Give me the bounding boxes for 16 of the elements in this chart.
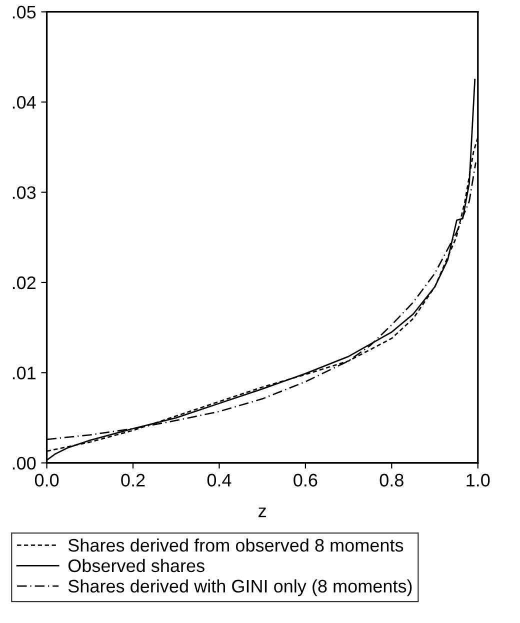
legend-label: Shares derived from observed 8 moments (68, 538, 404, 552)
y-tick-label: .05 (12, 6, 36, 19)
x-tick-label: 0.8 (380, 474, 404, 487)
y-tick-label: .01 (12, 366, 36, 380)
y-tick-label: .03 (12, 186, 36, 199)
x-tick-label: 0.6 (294, 474, 318, 487)
y-tick-label: .00 (12, 456, 36, 470)
x-tick-label: 0.4 (207, 474, 232, 487)
x-tick-label: 0.0 (34, 474, 59, 487)
x-tick-label: 0.2 (121, 474, 145, 487)
y-tick-label: .04 (12, 96, 36, 109)
legend-label: Shares derived with GINI only (8 moments) (68, 579, 412, 596)
y-tick-label: .02 (12, 276, 36, 290)
legend-label: Observed shares (68, 558, 204, 572)
x-tick-label: 1.0 (466, 474, 490, 487)
x-axis-title: z (258, 508, 266, 518)
